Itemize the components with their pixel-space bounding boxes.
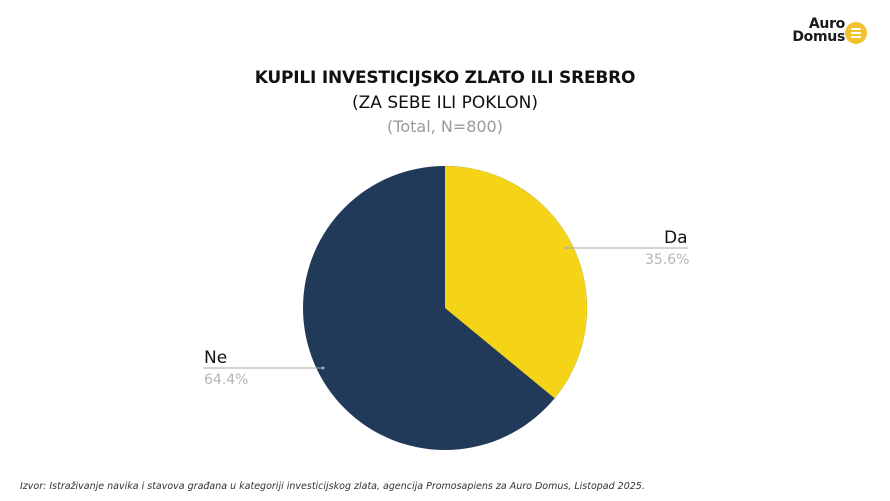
pie-slice-da — [445, 166, 588, 399]
logo-menu-icon — [845, 22, 867, 44]
source-note: Izvor: Istraživanje navika i stavova gra… — [20, 481, 645, 492]
chart-subtitle: (ZA SEBE ILI POKLON) — [352, 93, 538, 113]
value-ne: 64.4% — [204, 372, 249, 388]
logo-text: Auro Domus — [792, 16, 845, 45]
chart-title: KUPILI INVESTICIJSKO ZLATO ILI SREBRO — [254, 68, 636, 88]
logo-line2: Domus — [792, 29, 845, 45]
auro-domus-logo: Auro Domus — [792, 16, 875, 48]
chart-sample-size: (Total, N=800) — [387, 117, 503, 136]
value-da: 35.6% — [645, 252, 690, 268]
logo-line1: Auro — [808, 16, 845, 32]
label-da: Da — [664, 228, 688, 248]
label-ne: Ne — [204, 348, 228, 368]
